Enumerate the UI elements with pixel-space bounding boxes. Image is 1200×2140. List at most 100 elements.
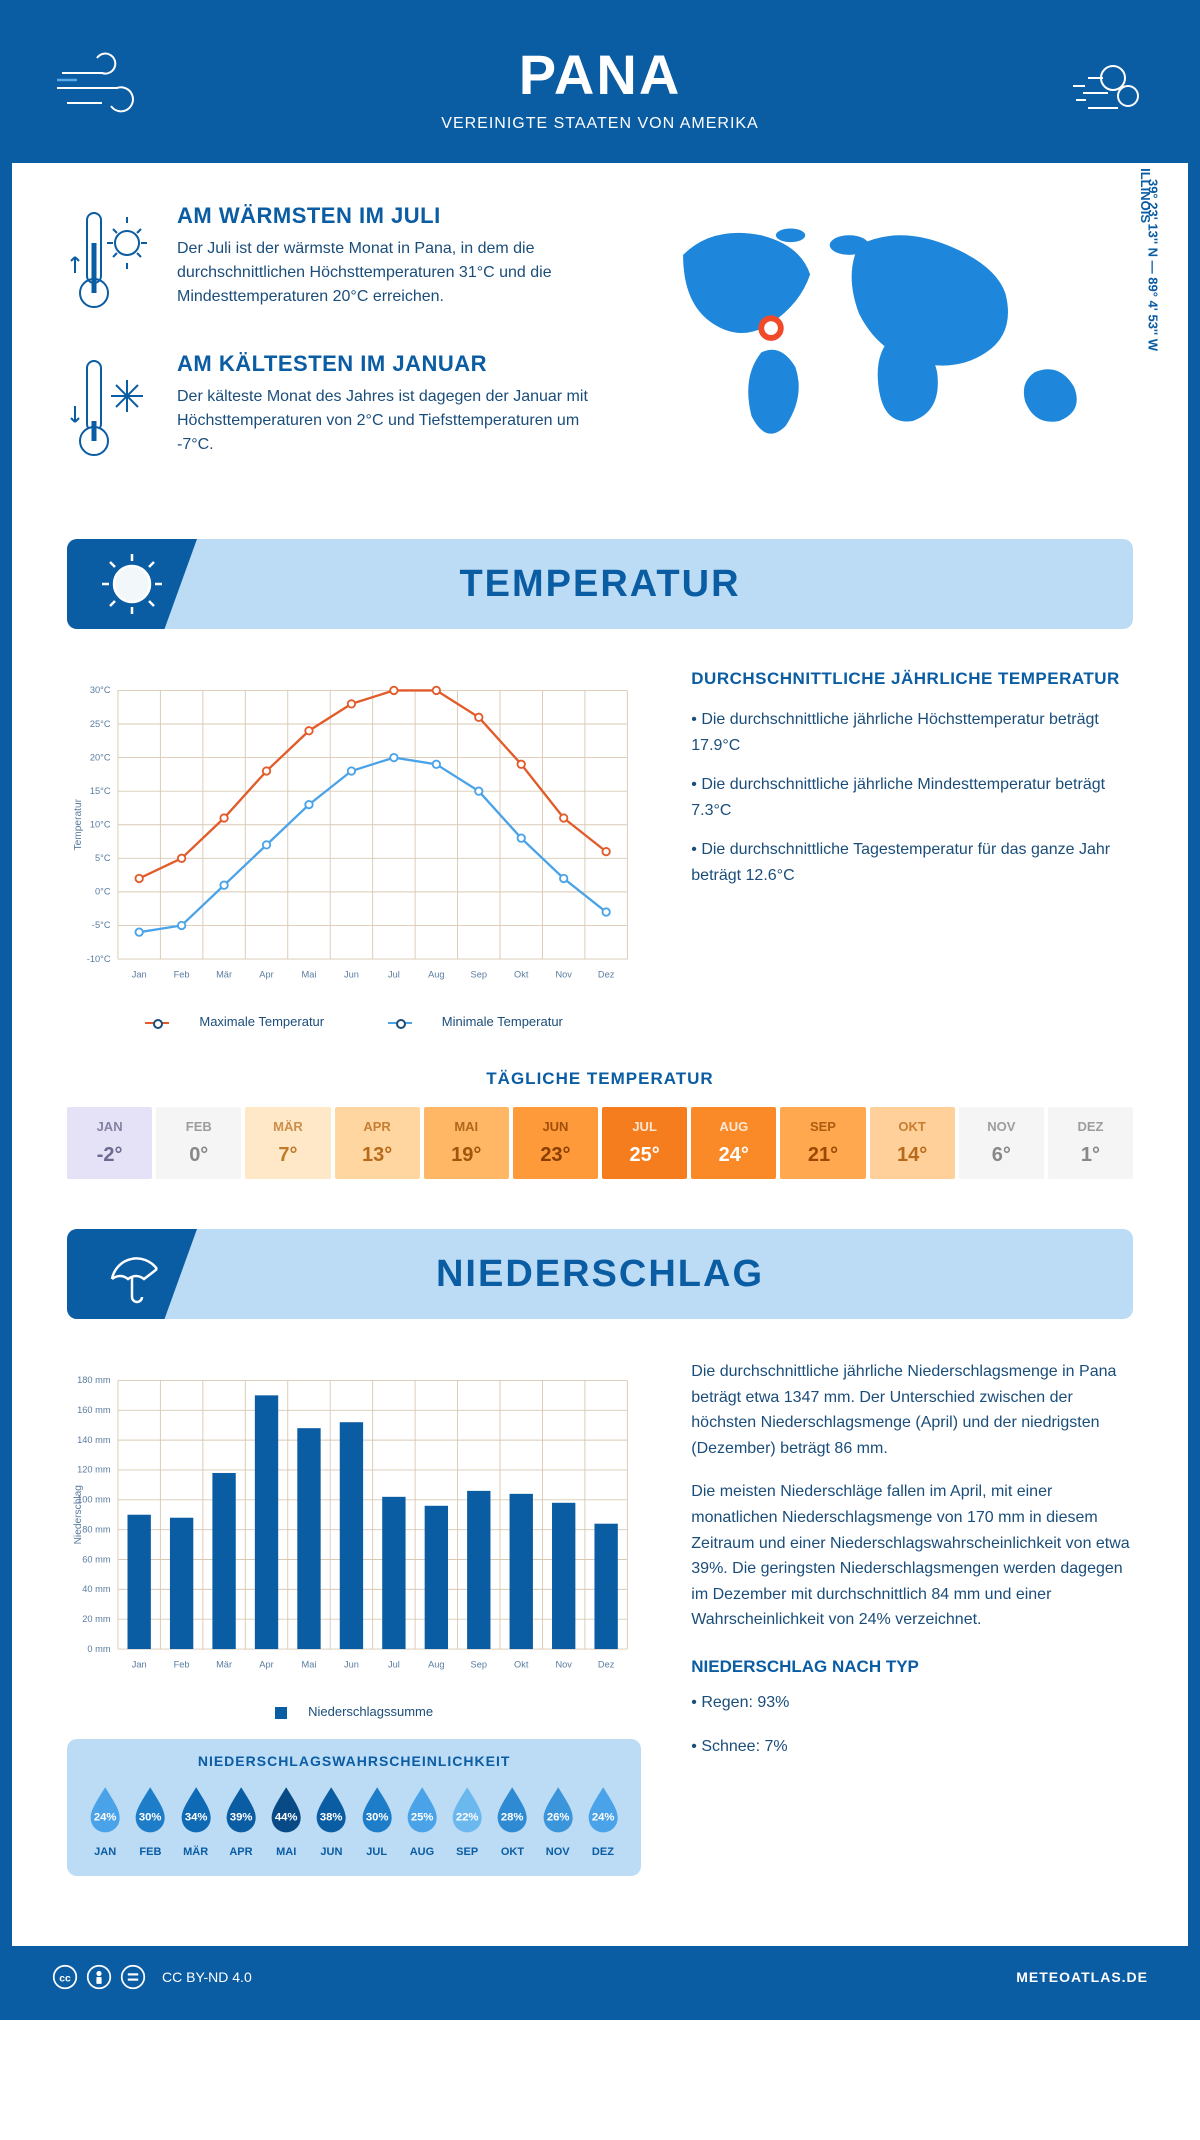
daily-temp-row: JAN-2°FEB0°MÄR7°APR13°MAI19°JUN23°JUL25°… [67,1107,1133,1179]
svg-text:40 mm: 40 mm [82,1584,111,1594]
precip-type-bullet: • Regen: 93% [691,1690,1133,1716]
probability-drop: 25% AUG [402,1781,442,1858]
precip-paragraph: Die durchschnittliche jährliche Niedersc… [691,1359,1133,1461]
temp-bullet: • Die durchschnittliche jährliche Mindes… [691,772,1133,823]
wind-icon [1028,48,1148,128]
license-text: CC BY-ND 4.0 [162,1969,252,1985]
svg-text:Okt: Okt [514,970,529,980]
temp-bullet: • Die durchschnittliche jährliche Höchst… [691,707,1133,758]
svg-text:10°C: 10°C [90,820,111,830]
daily-temp-cell: FEB0° [156,1107,241,1179]
svg-text:Feb: Feb [174,1660,190,1670]
svg-text:24%: 24% [592,1811,615,1823]
svg-text:Mär: Mär [216,1660,232,1670]
svg-text:20°C: 20°C [90,752,111,762]
nd-icon [120,1964,146,1990]
svg-text:Mai: Mai [302,1660,317,1670]
coldest-block: AM KÄLTESTEN IM JANUAR Der kälteste Mona… [67,351,604,471]
probability-title: NIEDERSCHLAGSWAHRSCHEINLICHKEIT [85,1753,623,1769]
section-temperature-header: TEMPERATUR [67,539,1133,629]
svg-text:Dez: Dez [598,970,615,980]
svg-text:38%: 38% [320,1811,343,1823]
location-map: ILLINOIS 39° 23' 13'' N — 89° 4' 53'' W [644,203,1133,499]
svg-text:-10°C: -10°C [87,954,111,964]
probability-drop: 34% MÄR [176,1781,216,1858]
temp-bullet: • Die durchschnittliche Tagestemperatur … [691,837,1133,888]
chart-legend: Maximale Temperatur Minimale Temperatur [67,1014,641,1029]
svg-text:24%: 24% [94,1811,117,1823]
svg-text:Jun: Jun [344,1660,359,1670]
svg-text:44%: 44% [275,1811,298,1823]
sun-icon [97,549,167,619]
site-name: METEOATLAS.DE [1016,1969,1148,1985]
warmest-title: AM WÄRMSTEN IM JULI [177,203,604,229]
svg-text:25%: 25% [411,1811,434,1823]
svg-text:34%: 34% [184,1811,207,1823]
svg-text:160 mm: 160 mm [77,1405,111,1415]
page-title: PANA [172,42,1028,107]
daily-temp-cell: OKT14° [870,1107,955,1179]
probability-drop: 22% SEP [447,1781,487,1858]
probability-box: NIEDERSCHLAGSWAHRSCHEINLICHKEIT 24% JAN … [67,1739,641,1876]
svg-text:Dez: Dez [598,1660,615,1670]
footer: cc CC BY-ND 4.0 METEOATLAS.DE [12,1946,1188,2008]
legend-min: Minimale Temperatur [442,1014,563,1029]
probability-drop: 30% JUL [357,1781,397,1858]
probability-drop: 44% MAI [266,1781,306,1858]
coldest-title: AM KÄLTESTEN IM JANUAR [177,351,604,377]
temp-info-heading: DURCHSCHNITTLICHE JÄHRLICHE TEMPERATUR [691,669,1133,689]
svg-text:Sep: Sep [471,970,487,980]
probability-drop: 26% NOV [538,1781,578,1858]
probability-drop: 28% OKT [492,1781,532,1858]
svg-text:39%: 39% [230,1811,253,1823]
overview: AM WÄRMSTEN IM JULI Der Juli ist der wär… [67,203,1133,499]
svg-text:Aug: Aug [428,970,444,980]
svg-text:120 mm: 120 mm [77,1465,111,1475]
legend-max: Maximale Temperatur [199,1014,324,1029]
daily-temp-cell: JUN23° [513,1107,598,1179]
warmest-text: Der Juli ist der wärmste Monat in Pana, … [177,237,604,309]
section-title: NIEDERSCHLAG [67,1253,1133,1296]
probability-drop: 30% FEB [130,1781,170,1858]
svg-text:Jul: Jul [388,970,400,980]
svg-text:30%: 30% [365,1811,388,1823]
svg-text:Temperatur: Temperatur [73,798,84,850]
world-map-icon [644,203,1133,463]
svg-text:Apr: Apr [259,1660,273,1670]
daily-temp-cell: SEP21° [780,1107,865,1179]
svg-text:180 mm: 180 mm [77,1375,111,1385]
section-precipitation-header: NIEDERSCHLAG [67,1229,1133,1319]
svg-text:Okt: Okt [514,1660,529,1670]
svg-text:140 mm: 140 mm [77,1435,111,1445]
chart-legend: Niederschlagssumme [67,1704,641,1719]
svg-text:Mär: Mär [216,970,232,980]
by-icon [86,1964,112,1990]
svg-text:0°C: 0°C [95,887,111,897]
probability-drop: 39% APR [221,1781,261,1858]
svg-text:Jan: Jan [132,970,147,980]
location-marker-icon [762,318,782,338]
svg-text:Mai: Mai [302,970,317,980]
svg-text:30%: 30% [139,1811,162,1823]
probability-drop: 24% DEZ [583,1781,623,1858]
umbrella-icon [97,1239,167,1309]
daily-temp-cell: DEZ1° [1048,1107,1133,1179]
svg-text:60 mm: 60 mm [82,1554,111,1564]
daily-temp-cell: MAI19° [424,1107,509,1179]
svg-text:25°C: 25°C [90,719,111,729]
daily-temp-cell: AUG24° [691,1107,776,1179]
page: PANA VEREINIGTE STAATEN VON AMERIKA [0,0,1200,2020]
precipitation-bar-chart: 0 mm20 mm40 mm60 mm80 mm100 mm120 mm140 … [67,1359,641,1719]
svg-text:Sep: Sep [471,1660,487,1670]
svg-text:22%: 22% [456,1811,479,1823]
temperature-line-chart: -10°C-5°C0°C5°C10°C15°C20°C25°C30°CJanFe… [67,669,641,1029]
coordinates: 39° 23' 13'' N — 89° 4' 53'' W [1146,179,1161,351]
warmest-block: AM WÄRMSTEN IM JULI Der Juli ist der wär… [67,203,604,323]
daily-temp-cell: MÄR7° [245,1107,330,1179]
legend-precip: Niederschlagssumme [308,1704,433,1719]
license: cc CC BY-ND 4.0 [52,1964,252,1990]
svg-text:28%: 28% [501,1811,524,1823]
svg-text:Feb: Feb [174,970,190,980]
svg-text:cc: cc [59,1973,71,1984]
svg-text:20 mm: 20 mm [82,1614,111,1624]
